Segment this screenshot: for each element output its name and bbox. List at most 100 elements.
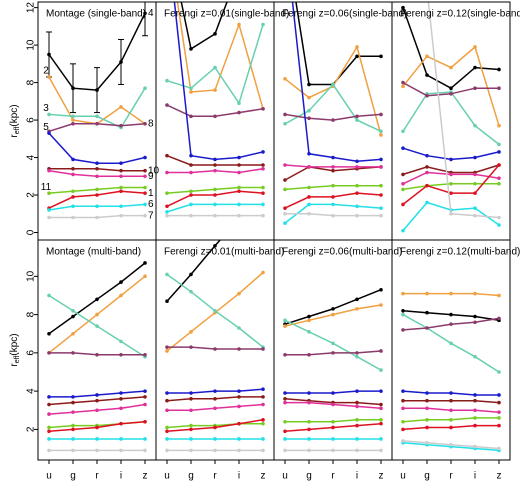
data-point: [379, 406, 383, 411]
data-point: [119, 189, 123, 194]
x-tick-label: z: [143, 471, 148, 482]
y-tick-label: 6: [26, 117, 37, 123]
data-point: [261, 421, 265, 426]
data-point: [47, 208, 51, 212]
y-label-sub: eff: [14, 127, 21, 135]
data-point: [449, 92, 453, 96]
data-point: [307, 151, 311, 156]
y-tick-label: 8: [26, 79, 37, 85]
data-point: [71, 410, 75, 414]
data-point: [143, 155, 147, 160]
data-point: [355, 159, 359, 164]
data-point: [355, 213, 359, 218]
data-point: [143, 213, 147, 218]
data-point: [119, 185, 123, 190]
data-point: [165, 437, 169, 441]
data-point: [189, 330, 193, 334]
data-point: [189, 396, 193, 401]
data-point: [401, 419, 405, 424]
data-point: [331, 213, 335, 218]
data-point: [165, 153, 169, 158]
data-point: [401, 308, 405, 313]
data-point: [189, 170, 193, 175]
data-point: [119, 396, 123, 401]
data-point: [331, 402, 335, 407]
data-point: [71, 427, 75, 432]
y-tick-label: 2: [26, 192, 37, 198]
data-point: [95, 204, 99, 209]
data-point: [497, 163, 501, 167]
data-point: [449, 312, 453, 317]
y-tick-label: 10: [26, 270, 37, 282]
x-tick-label: g: [70, 471, 76, 482]
series-label: 5: [43, 122, 49, 133]
x-tick-label: z: [497, 471, 502, 482]
data-point: [95, 312, 99, 317]
data-point: [473, 393, 477, 397]
data-point: [355, 45, 359, 49]
data-point: [425, 326, 429, 330]
series-label: 3: [43, 103, 49, 114]
data-point: [261, 191, 265, 195]
data-point: [47, 75, 51, 79]
data-point: [119, 123, 123, 128]
data-point: [261, 213, 265, 218]
data-point: [143, 191, 147, 195]
data-point: [71, 331, 75, 336]
data-point: [237, 404, 241, 409]
data-point: [355, 351, 359, 355]
data-point: [401, 291, 405, 296]
data-point: [165, 391, 169, 395]
data-point: [331, 82, 335, 87]
data-point: [307, 400, 311, 405]
x-tick-label: g: [188, 471, 194, 482]
data-point: [119, 437, 123, 441]
y-label-main: r: [9, 134, 20, 138]
data-point: [213, 448, 217, 453]
data-point: [283, 163, 287, 167]
data-point: [165, 349, 169, 353]
data-point: [425, 391, 429, 395]
data-point: [71, 195, 75, 199]
data-point: [47, 395, 51, 399]
data-point: [355, 191, 359, 195]
series-label: 6: [148, 199, 154, 210]
data-point: [473, 314, 477, 319]
series-label: 2: [43, 66, 49, 77]
data-point: [449, 65, 453, 70]
data-point: [379, 129, 383, 134]
data-point: [213, 187, 217, 192]
data-point: [71, 351, 75, 355]
data-point: [237, 448, 241, 453]
data-point: [143, 185, 147, 190]
data-point: [473, 398, 477, 403]
data-point: [379, 206, 383, 210]
data-point: [355, 118, 359, 122]
series-line: [284, 319, 382, 371]
y-tick-label: 2: [26, 426, 37, 432]
data-point: [497, 423, 501, 428]
y-tick-label: 0: [26, 229, 37, 235]
data-point: [379, 418, 383, 422]
data-point: [473, 155, 477, 160]
x-tick-label: r: [213, 471, 217, 482]
data-point: [261, 270, 265, 275]
data-point: [425, 170, 429, 175]
x-tick-label: g: [306, 471, 312, 482]
data-point: [119, 391, 123, 395]
data-point: [237, 217, 241, 221]
data-point: [425, 425, 429, 430]
data-point: [237, 326, 241, 330]
y-label-main: r: [9, 363, 20, 367]
data-point: [165, 448, 169, 453]
data-point: [425, 183, 429, 188]
data-point: [331, 202, 335, 207]
data-point: [47, 131, 51, 135]
y-tick-label: 12: [26, 2, 37, 14]
panel: [401, 291, 501, 453]
data-point: [95, 352, 99, 357]
data-point: [425, 200, 429, 205]
data-point: [355, 204, 359, 209]
data-point: [213, 396, 217, 401]
data-point: [95, 437, 99, 441]
